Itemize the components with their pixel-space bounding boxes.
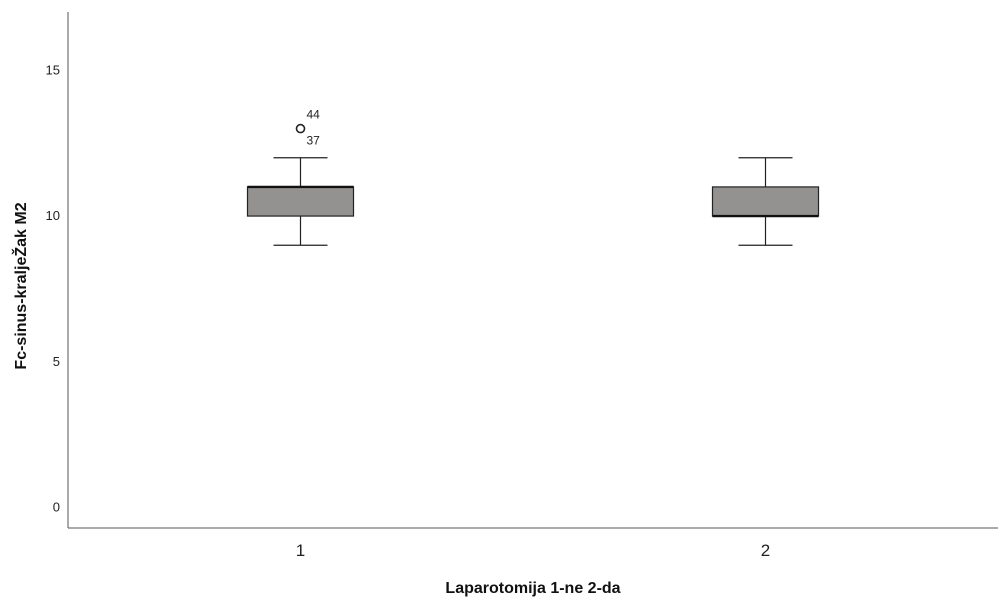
box-iqr	[246, 186, 355, 217]
y-axis-title: Fc-sinus-kraljeŽak M2	[11, 202, 30, 369]
y-ticks: 0 5 10 15	[46, 62, 60, 514]
box-group: 44 37	[246, 108, 355, 246]
y-tick-label: 0	[53, 500, 60, 515]
boxes: 44 37	[246, 108, 820, 246]
axes	[67, 12, 998, 529]
x-tick-label: 2	[761, 541, 770, 560]
y-tick-label: 5	[53, 354, 60, 369]
y-tick-label: 10	[46, 208, 60, 223]
box-group	[711, 157, 820, 246]
outlier-label: 44	[307, 108, 321, 122]
x-tick-label: 1	[296, 541, 305, 560]
outlier-label: 37	[307, 134, 321, 148]
y-tick-label: 15	[46, 62, 60, 77]
outlier-point	[295, 123, 306, 134]
box-iqr	[711, 186, 820, 217]
x-axis-title: Laparotomija 1-ne 2-da	[445, 580, 620, 597]
